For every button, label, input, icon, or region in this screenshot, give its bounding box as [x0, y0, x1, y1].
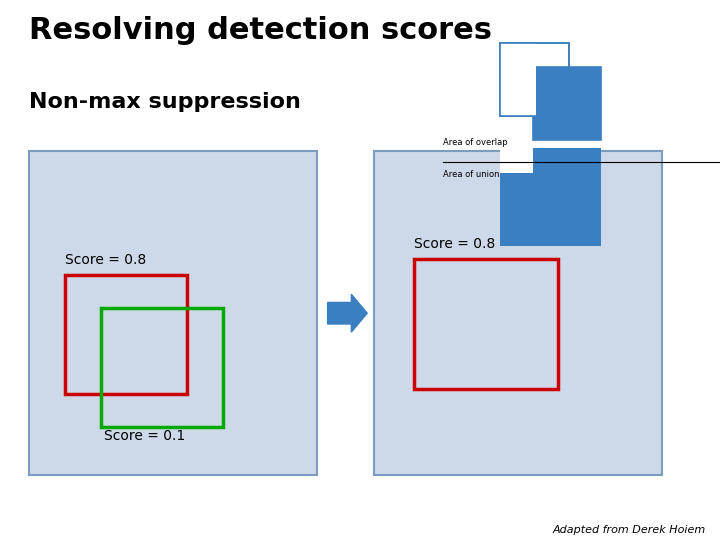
Bar	[500, 148, 533, 173]
Text: Score = 0.1: Score = 0.1	[104, 429, 186, 443]
Bar	[500, 43, 569, 116]
Bar	[533, 68, 601, 140]
Bar	[65, 275, 187, 394]
FancyArrow shape	[328, 294, 367, 332]
Bar	[414, 259, 558, 389]
Bar	[374, 151, 662, 475]
Bar	[500, 43, 569, 116]
Text: Score = 0.8: Score = 0.8	[414, 237, 495, 251]
Text: Resolving detection scores: Resolving detection scores	[29, 16, 492, 45]
Text: Area of union: Area of union	[443, 170, 499, 179]
Bar	[500, 43, 536, 116]
Text: Adapted from Derek Hoiem: Adapted from Derek Hoiem	[552, 524, 706, 535]
Text: Score = 0.8: Score = 0.8	[65, 253, 146, 267]
Bar	[29, 151, 317, 475]
Text: Non-max suppression: Non-max suppression	[29, 92, 301, 112]
Bar	[101, 308, 223, 427]
Bar	[500, 148, 601, 246]
Text: Area of overlap: Area of overlap	[443, 138, 508, 147]
